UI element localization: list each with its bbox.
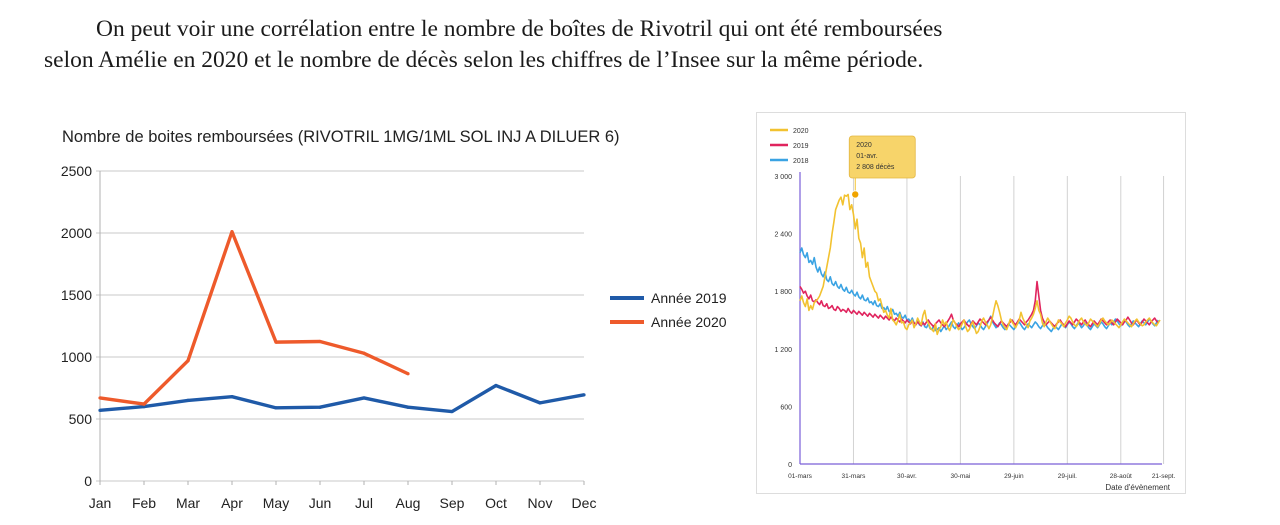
intro-line-2: selon Amélie en 2020 et le nombre de déc… — [44, 47, 924, 73]
legend-label: 2019 — [793, 143, 809, 150]
legend-label: 2018 — [793, 158, 809, 165]
x-tick-label: 29-juil. — [1058, 473, 1077, 480]
series-line-année-2019 — [99, 383, 585, 414]
data-point — [318, 405, 322, 409]
y-tick-label: 2500 — [61, 163, 92, 179]
data-point — [186, 359, 190, 363]
series-line-2020 — [799, 193, 1161, 336]
x-tick-label: Jul — [355, 495, 373, 511]
data-point — [450, 409, 454, 414]
x-tick-label: Sep — [440, 495, 465, 511]
intro-paragraph: On peut voir une corrélation entre le no… — [44, 14, 1244, 76]
data-point — [230, 230, 234, 234]
data-point — [230, 395, 234, 399]
data-point — [186, 398, 190, 402]
data-point — [142, 402, 146, 406]
data-point — [318, 339, 322, 344]
tooltip-value: 2 808 décès — [856, 164, 895, 171]
tooltip-date: 01-avr. — [856, 153, 877, 160]
y-tick-label: 1000 — [61, 349, 92, 365]
x-tick-label: Nov — [528, 495, 553, 511]
x-tick-label: 31-mars — [842, 473, 867, 480]
x-tick-label: 28-août — [1110, 473, 1132, 480]
series-line-année-2020 — [99, 230, 409, 406]
y-tick-label: 0 — [84, 473, 92, 489]
tooltip-box — [848, 135, 916, 179]
data-point — [274, 406, 278, 410]
x-tick-label: 01-mars — [788, 473, 813, 480]
data-point — [274, 340, 278, 344]
tooltip-year: 2020 — [856, 142, 872, 149]
data-point — [98, 408, 102, 412]
legend-label: Année 2020 — [651, 314, 727, 330]
data-point — [582, 393, 586, 397]
x-axis-title: Date d'évènement — [1105, 483, 1170, 492]
x-tick-label: Jan — [89, 495, 112, 511]
legend-label: 2020 — [793, 128, 809, 135]
y-tick-label: 600 — [780, 404, 792, 411]
data-point — [362, 351, 366, 355]
data-point — [406, 405, 410, 409]
x-tick-label: 21-sept. — [1152, 473, 1176, 480]
x-tick-label: Oct — [485, 495, 507, 511]
x-tick-label: Feb — [132, 495, 156, 511]
data-point — [362, 396, 366, 400]
x-tick-label: Apr — [221, 495, 243, 511]
y-tick-label: 1 200 — [774, 347, 792, 354]
x-tick-label: Dec — [572, 495, 597, 511]
y-tick-label: 0 — [788, 462, 792, 469]
rivotril-chart: Nombre de boites remboursées (RIVOTRIL 1… — [61, 128, 727, 511]
x-tick-label: May — [263, 495, 289, 511]
data-point — [406, 372, 410, 376]
data-point — [142, 405, 146, 409]
chart-frame — [756, 112, 1186, 494]
y-tick-label: 500 — [69, 411, 93, 427]
data-point — [538, 401, 542, 405]
series-line-2019 — [799, 280, 1159, 328]
chart-title: Nombre de boites remboursées (RIVOTRIL 1… — [62, 128, 620, 146]
highlight-point — [851, 190, 860, 199]
x-tick-label: Jun — [309, 495, 332, 511]
data-point — [98, 396, 102, 400]
x-tick-label: 30-mai — [950, 473, 970, 480]
y-tick-label: 1500 — [61, 287, 92, 303]
y-tick-label: 1 800 — [774, 289, 792, 296]
x-tick-label: 30-avr. — [897, 473, 917, 480]
data-point — [494, 383, 498, 388]
legend-label: Année 2019 — [651, 290, 727, 306]
y-tick-label: 2000 — [61, 225, 92, 241]
intro-line-1: On peut voir une corrélation entre le no… — [96, 16, 943, 42]
x-tick-label: Aug — [396, 495, 421, 511]
x-tick-label: Mar — [176, 495, 200, 511]
x-tick-label: 29-juin — [1004, 473, 1024, 480]
insee-deaths-chart: 0 600 1 200 1 800 2 400 3 000 01-mars 31-mars 30… — [756, 112, 1186, 494]
y-tick-label: 2 400 — [774, 232, 792, 239]
y-tick-label: 3 000 — [774, 174, 792, 181]
